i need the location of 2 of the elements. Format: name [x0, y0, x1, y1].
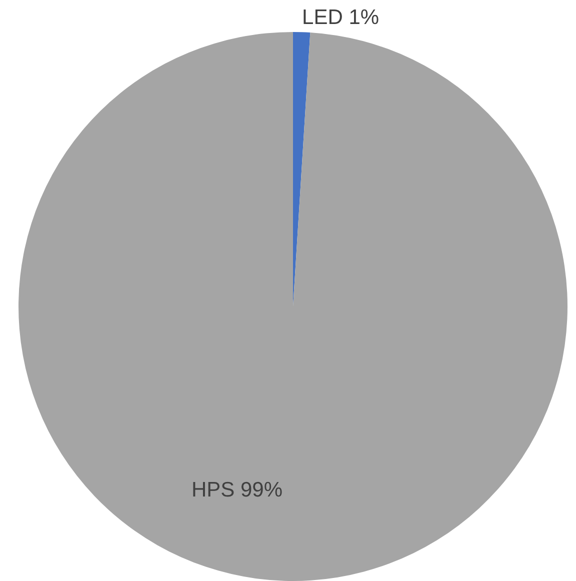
slice-label: LED 1%	[302, 6, 380, 29]
slice-label: HPS 99%	[191, 478, 282, 502]
